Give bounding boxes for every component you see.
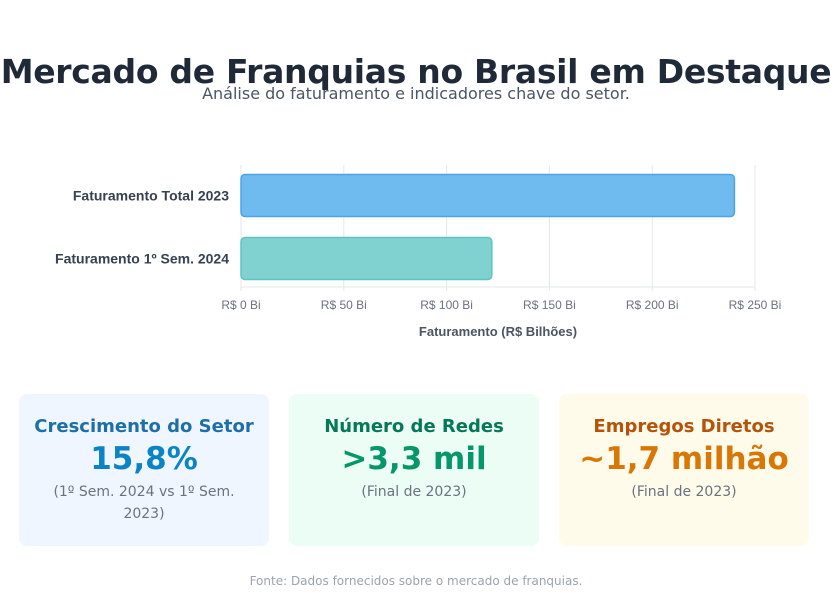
- x-axis-title: Faturamento (R$ Bilhões): [419, 324, 577, 339]
- kpi-subtitle: (Final de 2023): [631, 484, 737, 500]
- kpi-subtitle: (Final de 2023): [361, 484, 467, 500]
- chart-bars: [240, 173, 736, 281]
- x-tick-label: R$ 150 Bi: [523, 298, 576, 312]
- bar: [240, 173, 736, 218]
- kpi-title: Crescimento do Setor: [34, 416, 254, 437]
- x-tick-label: R$ 100 Bi: [420, 298, 473, 312]
- kpi-value: 15,8%: [90, 441, 198, 477]
- page-subtitle: Análise do faturamento e indicadores cha…: [202, 84, 630, 103]
- revenue-bar-chart: Faturamento Total 2023 Faturamento 1º Sem…: [55, 165, 781, 339]
- source-note: Fonte: Dados fornecidos sobre o mercado …: [249, 574, 583, 588]
- page-title: Mercado de Franquias no Brasil em Destaq…: [0, 52, 832, 92]
- kpi-card-jobs: Empregos Diretos ~1,7 milhão (Final de 2…: [559, 394, 809, 546]
- kpi-title: Número de Redes: [324, 416, 504, 437]
- x-tick-label: R$ 200 Bi: [626, 298, 679, 312]
- kpi-title: Empregos Diretos: [593, 416, 775, 437]
- kpi-subtitle: (1º Sem. 2024 vs 1º Sem. 2023): [53, 484, 235, 522]
- y-category-label: Faturamento Total 2023: [73, 188, 229, 204]
- kpi-value: >3,3 mil: [341, 441, 487, 477]
- x-tick-label: R$ 50 Bi: [321, 298, 367, 312]
- chart-x-labels: R$ 0 Bi R$ 50 Bi R$ 100 Bi R$ 150 Bi R$ 200 …: [221, 298, 781, 312]
- kpi-card-growth: Crescimento do Setor 15,8% (1º Sem. 2024…: [19, 394, 269, 546]
- y-category-label: Faturamento 1º Sem. 2024: [55, 251, 229, 267]
- kpi-value: ~1,7 milhão: [579, 441, 789, 477]
- x-tick-label: R$ 250 Bi: [729, 298, 782, 312]
- x-tick-label: R$ 0 Bi: [221, 298, 260, 312]
- bar: [240, 236, 493, 281]
- chart-y-labels: Faturamento Total 2023 Faturamento 1º Sem…: [55, 188, 229, 267]
- kpi-card-networks: Número de Redes >3,3 mil (Final de 2023): [289, 394, 539, 546]
